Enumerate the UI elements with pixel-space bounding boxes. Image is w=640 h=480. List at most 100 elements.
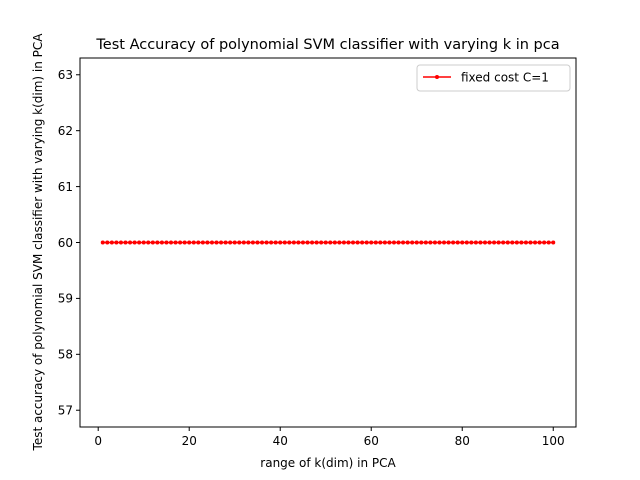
data-point bbox=[159, 240, 164, 245]
data-point bbox=[310, 240, 315, 245]
x-tick-label: 20 bbox=[182, 434, 197, 448]
data-point bbox=[351, 240, 356, 245]
y-tick-label: 58 bbox=[58, 348, 73, 362]
data-point bbox=[464, 240, 469, 245]
data-point bbox=[319, 240, 324, 245]
data-point bbox=[419, 240, 424, 245]
data-point bbox=[205, 240, 210, 245]
data-point bbox=[182, 240, 187, 245]
data-point bbox=[360, 240, 365, 245]
legend-label: fixed cost C=1 bbox=[461, 71, 549, 85]
data-point bbox=[291, 240, 296, 245]
x-axis-label: range of k(dim) in PCA bbox=[260, 456, 396, 470]
data-point bbox=[455, 240, 460, 245]
data-point bbox=[373, 240, 378, 245]
data-point bbox=[223, 240, 228, 245]
series-layer bbox=[100, 240, 556, 245]
data-point bbox=[337, 240, 342, 245]
y-tick-label: 61 bbox=[58, 180, 73, 194]
data-point bbox=[123, 240, 128, 245]
data-point bbox=[246, 240, 251, 245]
data-point bbox=[264, 240, 269, 245]
data-point bbox=[391, 240, 396, 245]
data-point bbox=[128, 240, 133, 245]
data-point bbox=[305, 240, 310, 245]
data-point bbox=[442, 240, 447, 245]
data-point bbox=[437, 240, 442, 245]
data-point bbox=[241, 240, 246, 245]
data-point bbox=[191, 240, 196, 245]
y-tick-label: 59 bbox=[58, 292, 73, 306]
data-point bbox=[196, 240, 201, 245]
data-point bbox=[141, 240, 146, 245]
y-tick-label: 60 bbox=[58, 236, 73, 250]
data-point bbox=[164, 240, 169, 245]
data-point bbox=[478, 240, 483, 245]
legend-box bbox=[416, 64, 571, 92]
data-point bbox=[209, 240, 214, 245]
data-point bbox=[328, 240, 333, 245]
data-point bbox=[132, 240, 137, 245]
data-point bbox=[396, 240, 401, 245]
data-point bbox=[378, 240, 383, 245]
legend: fixed cost C=1 bbox=[416, 64, 571, 92]
data-point bbox=[137, 240, 142, 245]
data-point bbox=[469, 240, 474, 245]
data-point bbox=[296, 240, 301, 245]
data-point bbox=[105, 240, 110, 245]
data-point bbox=[173, 240, 178, 245]
data-point bbox=[523, 240, 528, 245]
y-tick-label: 62 bbox=[58, 124, 73, 138]
legend-marker-swatch bbox=[435, 75, 439, 79]
data-point bbox=[118, 240, 123, 245]
data-point bbox=[346, 240, 351, 245]
data-point bbox=[414, 240, 419, 245]
data-point bbox=[169, 240, 174, 245]
data-point bbox=[150, 240, 155, 245]
data-point bbox=[451, 240, 456, 245]
x-tick-label: 80 bbox=[455, 434, 470, 448]
data-point bbox=[432, 240, 437, 245]
data-point bbox=[546, 240, 551, 245]
y-tick-label: 57 bbox=[58, 404, 73, 418]
data-point bbox=[510, 240, 515, 245]
data-point bbox=[187, 240, 192, 245]
x-tick-label: 40 bbox=[273, 434, 288, 448]
x-tick-label: 60 bbox=[364, 434, 379, 448]
data-point bbox=[423, 240, 428, 245]
y-tick-label: 63 bbox=[58, 68, 73, 82]
data-point bbox=[501, 240, 506, 245]
data-point bbox=[405, 240, 410, 245]
data-point bbox=[505, 240, 510, 245]
x-ticks: 0 20 40 60 80 100 bbox=[94, 427, 565, 448]
data-point bbox=[314, 240, 319, 245]
chart-title: Test Accuracy of polynomial SVM classifi… bbox=[95, 37, 559, 53]
data-point bbox=[100, 240, 105, 245]
data-point bbox=[323, 240, 328, 245]
data-point bbox=[551, 240, 556, 245]
x-tick-label: 100 bbox=[542, 434, 565, 448]
data-point bbox=[355, 240, 360, 245]
data-point bbox=[460, 240, 465, 245]
data-point bbox=[282, 240, 287, 245]
data-point bbox=[178, 240, 183, 245]
data-point bbox=[155, 240, 160, 245]
data-point bbox=[219, 240, 224, 245]
data-point bbox=[528, 240, 533, 245]
data-point bbox=[255, 240, 260, 245]
data-point bbox=[232, 240, 237, 245]
data-point bbox=[382, 240, 387, 245]
y-axis-label: Test accuracy of polynomial SVM classifi… bbox=[31, 33, 45, 452]
data-point bbox=[401, 240, 406, 245]
data-point bbox=[237, 240, 242, 245]
data-point bbox=[250, 240, 255, 245]
data-point bbox=[273, 240, 278, 245]
data-point bbox=[428, 240, 433, 245]
data-point bbox=[278, 240, 283, 245]
y-ticks: 57 58 59 60 61 62 63 bbox=[58, 68, 80, 418]
data-point bbox=[287, 240, 292, 245]
data-point bbox=[492, 240, 497, 245]
data-point bbox=[473, 240, 478, 245]
data-point bbox=[537, 240, 542, 245]
data-point bbox=[519, 240, 524, 245]
